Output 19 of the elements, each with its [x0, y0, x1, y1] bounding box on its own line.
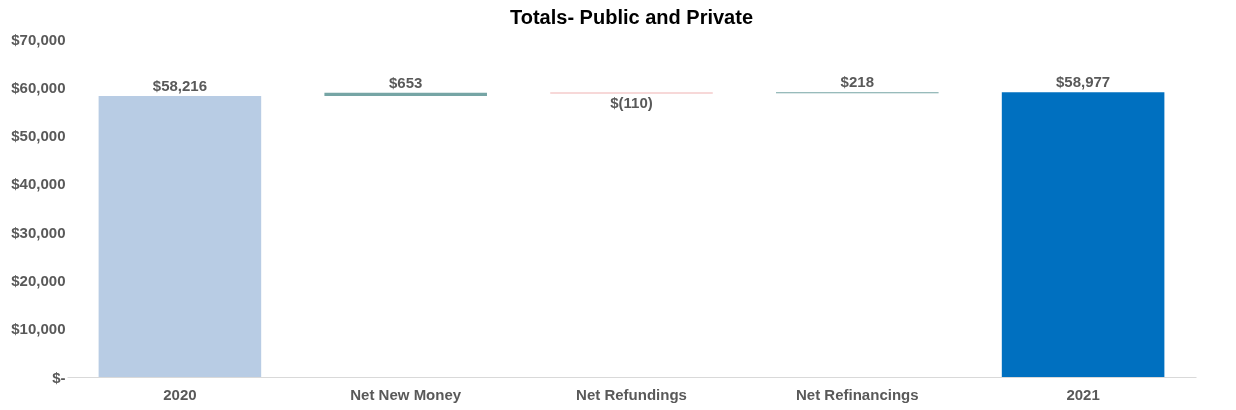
data-label: $218	[840, 73, 874, 91]
y-tick-label: $60,000	[11, 78, 66, 96]
data-label: $653	[389, 73, 423, 91]
chart-title: Totals- Public and Private	[509, 6, 754, 28]
x-tick-label: Net New Money	[350, 385, 462, 403]
data-label: $58,216	[152, 76, 208, 94]
y-tick-label: $70,000	[11, 30, 66, 48]
y-tick-label: $30,000	[11, 223, 66, 241]
y-tick-label: $40,000	[11, 175, 66, 193]
x-tick-label: 2021	[1066, 385, 1100, 403]
y-tick-label: $10,000	[11, 320, 66, 338]
y-tick-label: $50,000	[11, 127, 66, 145]
data-label: $58,977	[1055, 73, 1111, 91]
y-tick-label: $20,000	[11, 271, 66, 289]
data-label: $(110)	[610, 94, 653, 112]
x-tick-label: 2020	[163, 385, 197, 403]
x-tick-label: Net Refinancings	[796, 385, 919, 403]
y-tick-label: $-	[52, 368, 66, 386]
x-tick-label: Net Refundings	[576, 385, 687, 403]
